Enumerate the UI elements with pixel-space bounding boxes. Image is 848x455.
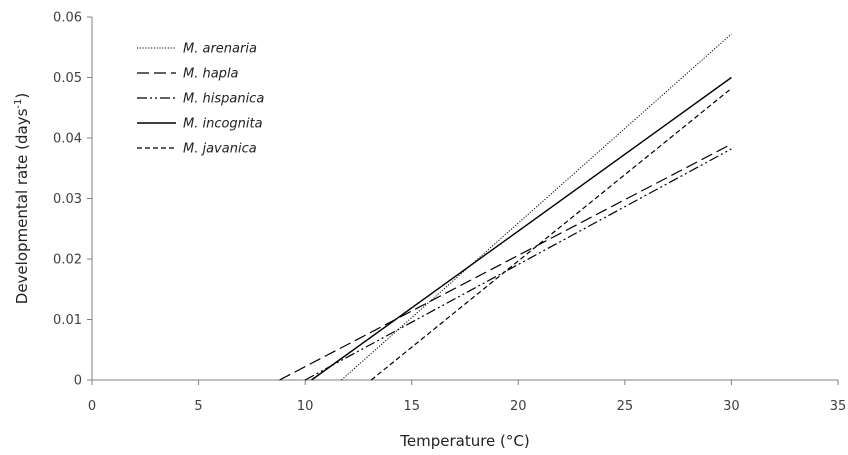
y-tick-label: 0.04 [53, 132, 82, 147]
legend-label: M. hapla [183, 67, 239, 82]
y-tick-label: 0.06 [53, 11, 82, 26]
y-tick-label: 0.02 [53, 253, 82, 268]
y-tick-label: 0.03 [53, 192, 82, 207]
x-tick-label: 5 [194, 399, 202, 414]
y-axis-title-main: Developmental rate (days [13, 108, 31, 304]
x-tick-label: 10 [297, 399, 314, 414]
x-tick-label: 35 [830, 399, 847, 414]
series-line [304, 148, 732, 381]
y-axis-title-superscript: -1 [13, 99, 24, 109]
y-tick-label: 0.05 [53, 71, 82, 86]
legend-label: M. arenaria [183, 42, 257, 57]
series-line [279, 143, 732, 381]
y-axis-ticks: 0 0.01 0.02 0.03 0.04 0.05 0.06 [53, 11, 92, 389]
legend: M. arenaria M. hapla M. hispanica M. incogn… [137, 42, 264, 157]
legend-label: M. javanica [183, 142, 257, 157]
x-tick-label: 0 [88, 399, 96, 414]
series-line [311, 76, 732, 381]
y-tick-label: 0.01 [53, 313, 82, 328]
y-axis-title-close: ) [13, 93, 31, 99]
x-tick-label: 25 [617, 399, 634, 414]
y-axis-title: Developmental rate (days-1) [13, 93, 31, 304]
legend-label: M. hispanica [183, 92, 264, 107]
x-tick-label: 15 [403, 399, 420, 414]
series-line [341, 33, 732, 381]
series-lines [279, 33, 732, 381]
series-line [370, 87, 732, 381]
x-tick-label: 30 [723, 399, 740, 414]
y-tick-label: 0 [74, 374, 82, 389]
x-tick-label: 20 [510, 399, 527, 414]
legend-label: M. incognita [183, 117, 263, 132]
x-axis-ticks: 0 5 10 15 20 25 30 35 [88, 380, 846, 414]
x-axis-title: Temperature (°C) [399, 432, 529, 450]
